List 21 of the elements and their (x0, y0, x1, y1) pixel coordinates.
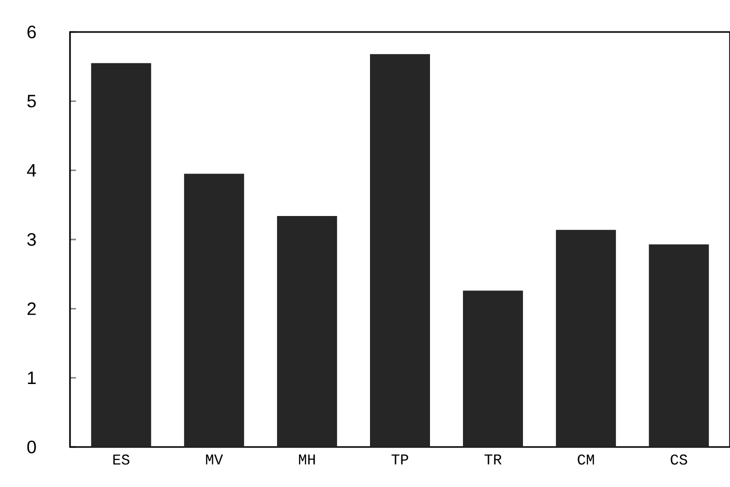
y-tick-label: 2 (28, 302, 36, 315)
y-tick-label: 4 (27, 164, 36, 176)
x-tick-label: TP (392, 454, 408, 464)
x-tick-label: ES (113, 454, 130, 465)
bar (556, 230, 616, 447)
bar (277, 216, 338, 447)
bar (462, 290, 523, 447)
bar (648, 244, 709, 447)
y-tick-label: 5 (27, 94, 36, 108)
x-tick-label: MH (299, 454, 315, 464)
bar (91, 63, 152, 447)
y-tick-label: 3 (27, 233, 36, 246)
x-tick-label: CM (578, 454, 594, 465)
x-tick-label: TR (484, 454, 502, 464)
y-tick-label: 1 (28, 372, 36, 384)
bar (370, 54, 430, 447)
x-tick-label: MV (206, 454, 223, 464)
y-tick-label: 6 (28, 26, 36, 38)
x-tick-label: CS (670, 454, 688, 465)
bar (184, 174, 244, 447)
y-tick-label: 0 (27, 440, 36, 454)
